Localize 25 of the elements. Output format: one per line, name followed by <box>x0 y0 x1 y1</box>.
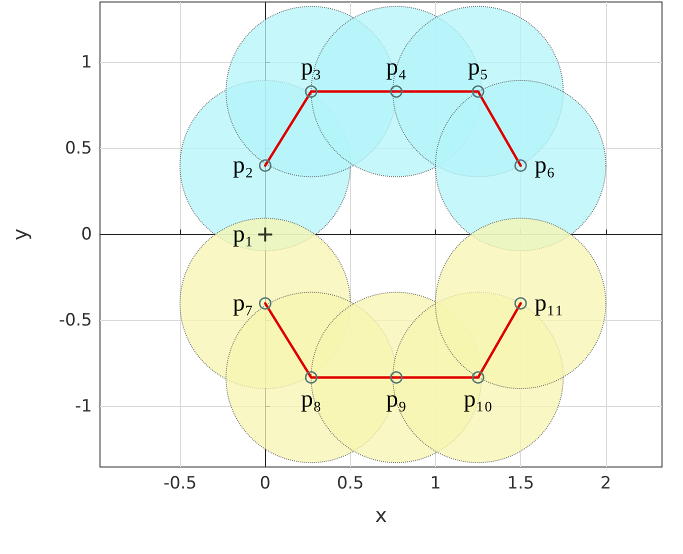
point <box>257 226 274 242</box>
y-tick-label: -1 <box>75 396 92 417</box>
annotation: p₁₀ <box>464 386 492 412</box>
annotation: p₆ <box>534 152 556 179</box>
x-axis-title: x <box>375 503 388 527</box>
annotation: p₃ <box>300 54 322 81</box>
y-tick-label: 0.5 <box>64 138 92 158</box>
annotation: p₁₁ <box>534 290 564 316</box>
annotation: p₄ <box>386 54 407 81</box>
x-tick-label: 2 <box>600 474 612 494</box>
y-tick-label: -0.5 <box>58 310 92 331</box>
x-tick-label: 1.5 <box>507 474 534 494</box>
y-tick-label: 0 <box>81 224 92 244</box>
x-tick-label: 1 <box>430 474 441 494</box>
annotation: p₁ <box>232 222 254 248</box>
annotation: p₇ <box>232 290 254 316</box>
annotation: p₈ <box>300 386 322 412</box>
annotation: p₉ <box>386 386 407 412</box>
x-tick-label: -0.5 <box>163 474 197 494</box>
x-tick-label: 0.5 <box>336 474 364 494</box>
y-tick-label: 1 <box>81 52 92 72</box>
x-tick-label: 0 <box>260 474 271 494</box>
annotation: p₅ <box>468 54 488 81</box>
annotation: p₂ <box>232 152 254 179</box>
y-axis-title: y <box>8 228 32 240</box>
